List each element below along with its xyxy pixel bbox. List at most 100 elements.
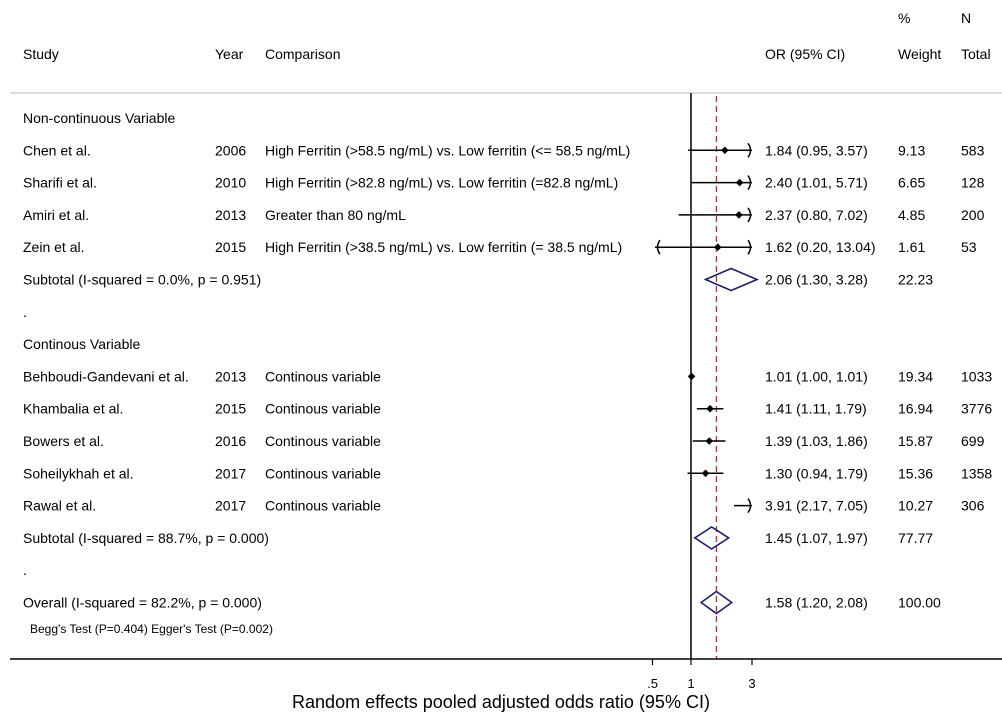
study-comparison: High Ferritin (>38.5 ng/mL) vs. Low ferr…	[265, 239, 622, 255]
study-comparison: Continous variable	[265, 465, 381, 481]
group-label: Non-continuous Variable	[23, 110, 175, 126]
pooled-diamond	[699, 590, 734, 615]
x-tick-label: 1	[687, 676, 694, 691]
subtotal-label: Subtotal (I-squared = 88.7%, p = 0.000)	[23, 530, 269, 546]
study-year: 2015	[215, 239, 246, 255]
or-ci-value: 1.45 (1.07, 1.97)	[765, 530, 868, 546]
weight-value: 10.27	[898, 498, 933, 514]
weight-value: 16.94	[898, 401, 933, 417]
or-ci-value: 2.06 (1.30, 3.28)	[765, 272, 868, 288]
weight-value: 15.36	[898, 465, 933, 481]
study-comparison: Continous variable	[265, 401, 381, 417]
or-ci-value: 3.91 (2.17, 7.05)	[765, 498, 868, 514]
x-axis: .5 1 3	[10, 658, 1002, 691]
point-estimate	[735, 178, 744, 187]
marks-layer	[655, 93, 759, 659]
study-comparison: Continous variable	[265, 498, 381, 514]
study-name: Bowers et al.	[23, 433, 104, 449]
study-comparison: Continous variable	[265, 368, 381, 384]
n-total-value: 699	[961, 433, 985, 449]
n-total-value: 306	[961, 498, 985, 514]
n-total-value: 583	[961, 142, 985, 158]
weight-value: 15.87	[898, 433, 933, 449]
n-total-value: 1358	[961, 465, 992, 481]
header-weight: Weight	[898, 46, 941, 62]
study-name: Amiri et al.	[23, 207, 89, 223]
n-total-value: 128	[961, 175, 985, 191]
weight-value: 100.00	[898, 595, 941, 611]
point-estimate	[687, 372, 696, 381]
or-ci-value: 1.58 (1.20, 2.08)	[765, 595, 868, 611]
subtotal-label: Subtotal (I-squared = 0.0%, p = 0.951)	[23, 272, 261, 288]
header-n-total: Total	[961, 46, 991, 62]
weight-value: 9.13	[898, 142, 925, 158]
pooled-diamond	[703, 267, 759, 292]
point-estimate	[701, 469, 710, 478]
ci-arrow-right	[747, 239, 752, 255]
weight-value: 6.65	[898, 175, 925, 191]
point-estimate	[735, 211, 743, 219]
or-ci-value: 1.39 (1.03, 1.86)	[765, 433, 868, 449]
study-year: 2015	[215, 401, 246, 417]
study-name: Soheilykhah et al.	[23, 465, 134, 481]
study-year: 2017	[215, 498, 246, 514]
n-total-value: 3776	[961, 401, 992, 417]
rows-layer: Non-continuous Variable Chen et al. 2006 Hi…	[23, 110, 992, 611]
study-year: 2013	[215, 207, 246, 223]
header-weight-percent: %	[898, 10, 910, 26]
study-year: 2016	[215, 433, 246, 449]
ci-arrow-right	[747, 498, 752, 514]
point-estimate	[705, 437, 714, 445]
point-estimate	[721, 146, 729, 155]
study-year: 2013	[215, 368, 246, 384]
n-total-value: 53	[961, 239, 977, 255]
x-tick-label: 3	[748, 676, 755, 691]
study-name: Chen et al.	[23, 142, 91, 158]
n-total-value: 200	[961, 207, 985, 223]
ci-arrow-left	[656, 239, 661, 255]
header-comparison: Comparison	[265, 46, 340, 62]
or-ci-value: 1.30 (0.94, 1.79)	[765, 465, 868, 481]
point-estimate	[706, 404, 714, 413]
study-name: Rawal et al.	[23, 498, 96, 514]
study-comparison: High Ferritin (>58.5 ng/mL) vs. Low ferr…	[265, 142, 630, 158]
pooled-diamond	[693, 525, 731, 550]
n-total-value: 1033	[961, 368, 992, 384]
subtotal-label: Overall (I-squared = 82.2%, p = 0.000)	[23, 595, 262, 611]
study-year: 2010	[215, 175, 246, 191]
study-year: 2017	[215, 465, 246, 481]
weight-value: 77.77	[898, 530, 933, 546]
study-comparison: High Ferritin (>82.8 ng/mL) vs. Low ferr…	[265, 175, 618, 191]
spacer-dot: .	[23, 304, 27, 320]
study-name: Sharifi et al.	[23, 175, 97, 191]
header-study: Study	[23, 46, 59, 62]
group-label: Continous Variable	[23, 336, 140, 352]
ci-arrow-right	[747, 142, 752, 158]
header-n: N	[961, 10, 971, 26]
study-year: 2006	[215, 142, 246, 158]
ci-arrow-right	[747, 175, 752, 191]
point-estimate	[713, 243, 722, 251]
x-tick-label: .5	[647, 676, 658, 691]
or-ci-value: 2.40 (1.01, 5.71)	[765, 175, 868, 191]
header-year: Year	[215, 46, 244, 62]
weight-value: 4.85	[898, 207, 925, 223]
study-name: Zein et al.	[23, 239, 84, 255]
study-comparison: Continous variable	[265, 433, 381, 449]
study-name: Khambalia et al.	[23, 401, 123, 417]
study-name: Behboudi-Gandevani et al.	[23, 368, 189, 384]
or-ci-value: 2.37 (0.80, 7.02)	[765, 207, 868, 223]
or-ci-value: 1.84 (0.95, 3.57)	[765, 142, 868, 158]
header-or-ci: OR (95% CI)	[765, 46, 845, 62]
weight-value: 1.61	[898, 239, 925, 255]
spacer-dot: .	[23, 562, 27, 578]
study-comparison: Greater than 80 ng/mL	[265, 207, 406, 223]
weight-value: 19.34	[898, 368, 933, 384]
x-axis-label: Random effects pooled adjusted odds rati…	[292, 692, 710, 712]
ci-arrow-right	[747, 207, 752, 223]
or-ci-value: 1.62 (0.20, 13.04)	[765, 239, 876, 255]
weight-value: 22.23	[898, 272, 933, 288]
or-ci-value: 1.41 (1.11, 1.79)	[765, 401, 867, 417]
or-ci-value: 1.01 (1.00, 1.01)	[765, 368, 868, 384]
